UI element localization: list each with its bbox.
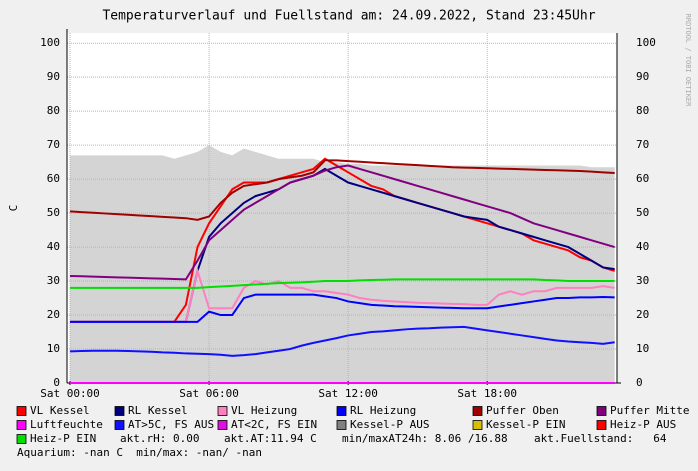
legend-label: RL Heizung	[350, 404, 416, 417]
legend-swatch	[472, 406, 483, 416]
legend-label: Heiz-P EIN	[30, 432, 96, 445]
legend-label: Puffer Mitte	[610, 404, 689, 417]
series-line	[70, 278, 615, 289]
y-tick-label: 40	[47, 240, 60, 253]
legend-label: RL Kessel	[128, 404, 188, 417]
footer-text: min/maxAT24h: 8.06 /16.88	[342, 432, 508, 445]
x-tick-label: Sat 00:00	[40, 387, 100, 400]
y-tick-label-right: 60	[636, 172, 649, 185]
legend-swatch	[217, 406, 228, 416]
y-tick-label-right: 30	[636, 274, 649, 287]
legend-label: Heiz-P AUS	[610, 418, 676, 431]
y-tick-label: 80	[47, 104, 60, 117]
footer-text: akt.AT:11.94 C	[224, 432, 317, 445]
footer-text: akt.rH: 0.00	[120, 432, 199, 445]
footer-text: akt.Fuellstand: 64	[534, 432, 667, 445]
legend-swatch	[16, 434, 27, 444]
y-tick-label-right: 40	[636, 240, 649, 253]
y-tick-label-right: 90	[636, 70, 649, 83]
legend-swatch	[336, 420, 347, 430]
series-line	[70, 293, 615, 323]
legend-swatch	[596, 406, 607, 416]
y-tick-label: 50	[47, 206, 60, 219]
series-line	[69, 164, 615, 281]
legend-label: Kessel-P EIN	[486, 418, 565, 431]
y-tick-label-right: 10	[636, 342, 649, 355]
y-tick-label-right: 50	[636, 206, 649, 219]
x-tick-label: Sat 18:00	[457, 387, 517, 400]
legend-label: AT<2C, FS EIN	[231, 418, 317, 431]
legend-label: Kessel-P AUS	[350, 418, 429, 431]
watermark: RRDTOOL / TOBI OETIKER	[684, 14, 692, 108]
legend-label: Luftfeuchte	[30, 418, 103, 431]
y-tick-label: 90	[47, 70, 60, 83]
y-tick-label: 100	[40, 36, 60, 49]
y-tick-label: 70	[47, 138, 60, 151]
y-tick-label: 30	[47, 274, 60, 287]
y-tick-label-right: 70	[636, 138, 649, 151]
legend-swatch	[114, 420, 125, 430]
y-tick-label: 10	[47, 342, 60, 355]
footer-text: Aquarium: -nan C min/max: -nan/ -nan	[17, 446, 262, 459]
legend-swatch	[336, 406, 347, 416]
legend-swatch	[472, 420, 483, 430]
legend-label: VL Kessel	[30, 404, 90, 417]
y-tick-label: 60	[47, 172, 60, 185]
legend-label: Puffer Oben	[486, 404, 559, 417]
legend-swatch	[16, 420, 27, 430]
legend-swatch	[217, 420, 228, 430]
y-tick-label-right: 100	[636, 36, 656, 49]
x-tick-label: Sat 12:00	[318, 387, 378, 400]
series-line	[69, 325, 615, 357]
legend-label: AT>5C, FS AUS	[128, 418, 214, 431]
area	[70, 145, 615, 383]
legend-label: VL Heizung	[231, 404, 297, 417]
y-tick-label: 0	[53, 376, 60, 389]
y-tick-label-right: 80	[636, 104, 649, 117]
legend-swatch	[114, 406, 125, 416]
y-tick-label-right: 20	[636, 308, 649, 321]
legend-swatch	[16, 406, 27, 416]
x-tick-label: Sat 06:00	[179, 387, 239, 400]
legend-swatch	[596, 420, 607, 430]
y-tick-label-right: 0	[636, 376, 643, 389]
series-line	[69, 159, 615, 221]
y-axis-label: C	[7, 205, 20, 212]
y-tick-label: 20	[47, 308, 60, 321]
chart-title: Temperaturverlauf und Fuellstand am: 24.…	[102, 9, 595, 24]
